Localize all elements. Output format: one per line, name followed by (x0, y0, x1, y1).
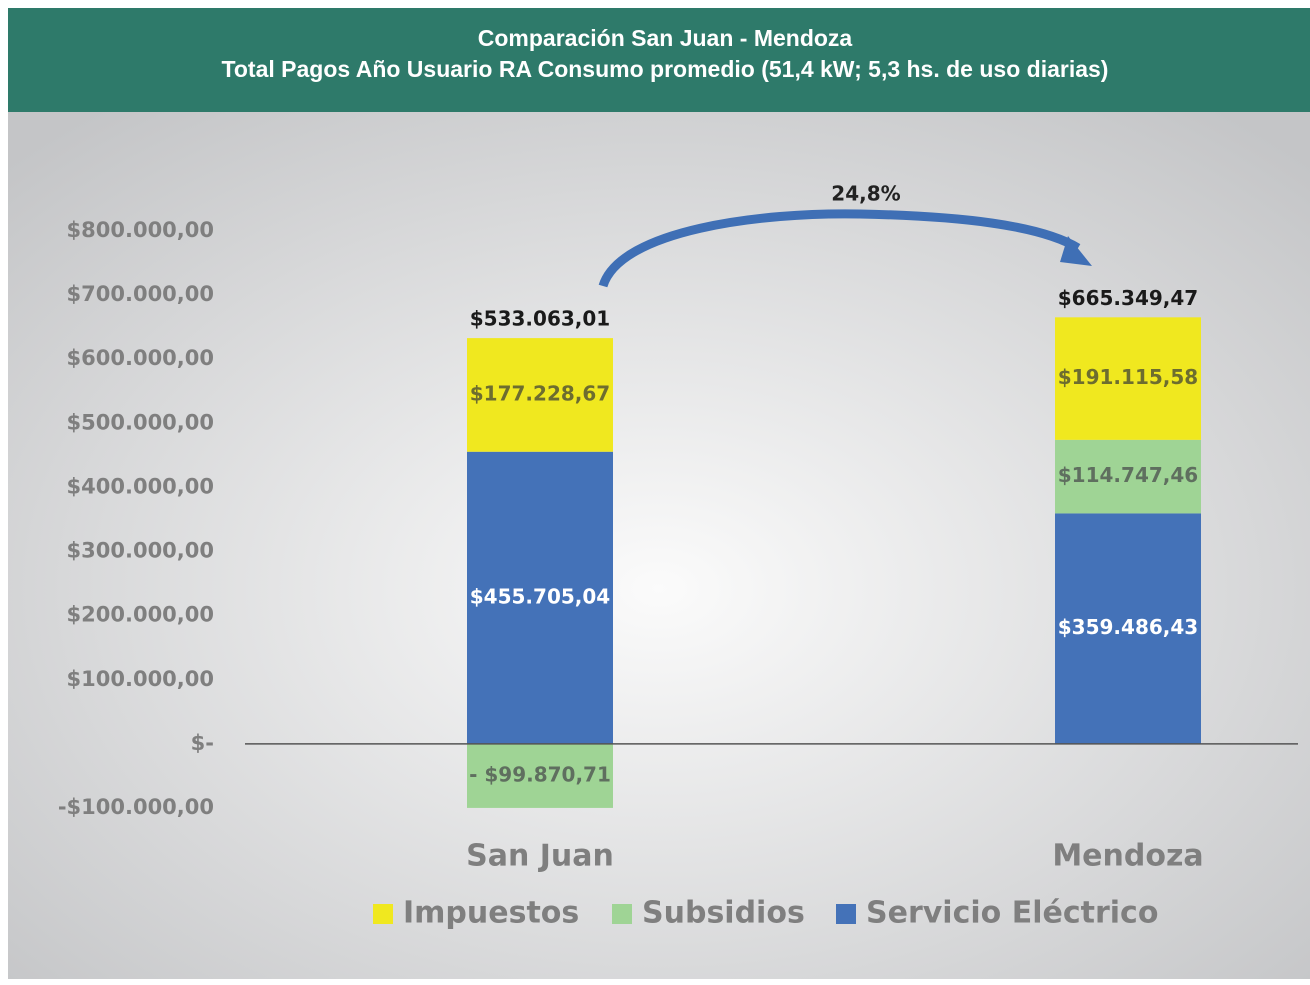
chart-title: Comparación San Juan - Mendoza (478, 25, 853, 51)
legend-label: Servicio Eléctrico (866, 896, 1158, 931)
value-label: - $99.870,71 (469, 762, 611, 786)
legend-swatch (836, 904, 856, 924)
x-tick-label: Mendoza (1052, 839, 1203, 874)
value-label: $177.228,67 (470, 381, 610, 405)
annotation: 24,8% (831, 182, 900, 206)
total-label: $533.063,01 (470, 307, 610, 331)
total-label: $665.349,47 (1058, 286, 1198, 310)
arrow (598, 209, 1081, 288)
y-tick-label: $700.000,00 (67, 282, 214, 306)
y-tick-label: $500.000,00 (67, 410, 214, 434)
bar-segment (467, 743, 613, 808)
arrow-head (1060, 236, 1092, 266)
value-label: $114.747,46 (1058, 463, 1198, 487)
chart-subtitle: Total Pagos Año Usuario RA Consumo prome… (222, 56, 1109, 82)
legend-swatch (612, 904, 632, 924)
legend-swatch (373, 904, 393, 924)
value-label: $191.115,58 (1058, 365, 1198, 389)
bar-segment (467, 451, 613, 744)
header (8, 8, 1310, 112)
value-label: $455.705,04 (470, 584, 610, 608)
x-tick-label: San Juan (466, 839, 614, 874)
y-tick-label: $800.000,00 (67, 218, 214, 242)
y-tick-label: $200.000,00 (67, 603, 214, 627)
y-tick-label: $600.000,00 (67, 346, 214, 370)
bar-segment (1055, 513, 1201, 744)
y-tick-label: $100.000,00 (67, 667, 214, 691)
bar-segment (1055, 317, 1201, 440)
y-tick-label: -$100.000,00 (58, 795, 214, 819)
legend-label: Subsidios (642, 896, 805, 931)
legend-label: Impuestos (403, 896, 579, 931)
value-label: $359.486,43 (1058, 615, 1198, 639)
y-tick-label: $400.000,00 (67, 474, 214, 498)
y-tick-label: $300.000,00 (67, 539, 214, 563)
bar-segment (1055, 439, 1201, 514)
bar-segment (467, 338, 613, 452)
y-tick-label: $- (191, 731, 214, 755)
